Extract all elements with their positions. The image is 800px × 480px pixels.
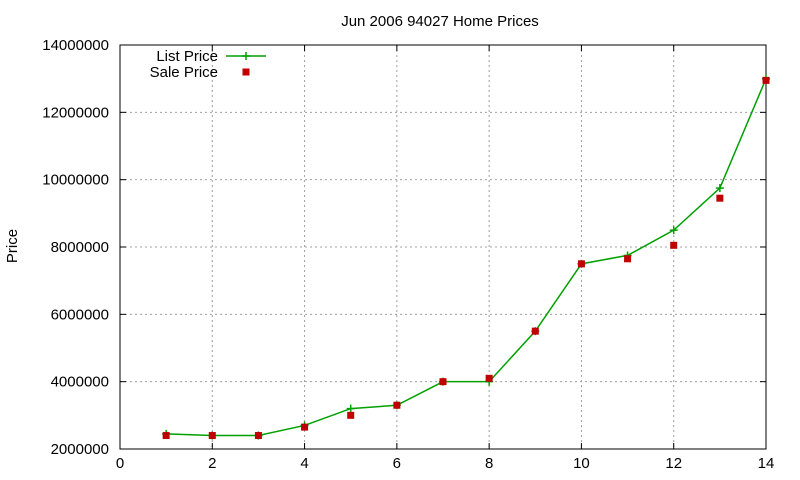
legend-label-sale-price: Sale Price: [150, 64, 218, 81]
sale-price-point: [162, 432, 170, 440]
grid: [120, 45, 766, 449]
legend-marker-sale-price: [242, 68, 250, 76]
sale-price-point: [762, 76, 770, 84]
sale-price-point: [485, 374, 493, 382]
x-tick-label: 6: [393, 455, 401, 472]
x-tick-label: 14: [758, 455, 775, 472]
sale-price-point: [716, 194, 724, 202]
x-tick-label: 10: [573, 455, 590, 472]
x-tick-label: 12: [665, 455, 682, 472]
x-tick-label: 0: [116, 455, 124, 472]
x-tick-label: 2: [208, 455, 216, 472]
x-tick-label: 8: [485, 455, 493, 472]
sale-price-point: [393, 401, 401, 409]
plot-area: [162, 74, 770, 440]
y-tick-label: 2000000: [51, 441, 109, 458]
y-tick-label: 8000000: [51, 239, 109, 256]
list-price-point: [669, 226, 678, 235]
axes: 0 2 4 6 8 10 12 14 2000000 4000000 6000000 8000000 1…: [42, 37, 774, 472]
list-price-point: [715, 184, 724, 193]
sale-price-point: [577, 260, 585, 268]
chart-title: Jun 2006 94027 Home Prices: [341, 13, 539, 30]
x-tick-label: 4: [300, 455, 308, 472]
y-tick-label: 6000000: [51, 306, 109, 323]
sale-price-point: [301, 423, 309, 431]
sale-price-point: [531, 327, 539, 335]
sale-price-point: [439, 378, 447, 386]
y-tick-label: 4000000: [51, 374, 109, 391]
list-price-line: [166, 78, 767, 437]
sale-price-point: [347, 411, 355, 419]
sale-price-point: [670, 241, 678, 249]
y-tick-label: 12000000: [42, 104, 109, 121]
sale-price-point: [624, 255, 632, 263]
y-tick-label: 14000000: [42, 37, 109, 54]
sale-price-point: [208, 432, 216, 440]
y-tick-label: 10000000: [42, 172, 109, 189]
sale-price-point: [254, 432, 262, 440]
y-axis-label: Price: [4, 229, 21, 263]
legend-marker-list-price: [242, 52, 250, 60]
legend-label-list-price: List Price: [156, 48, 218, 65]
list-price-point: [346, 404, 355, 413]
